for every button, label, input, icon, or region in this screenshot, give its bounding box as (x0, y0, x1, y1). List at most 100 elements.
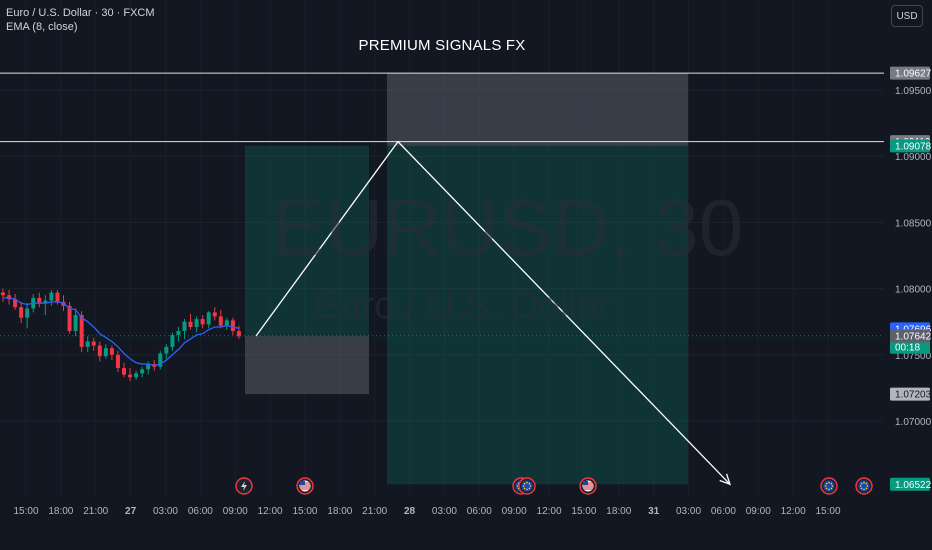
us-flag-canton (300, 481, 305, 485)
candle[interactable] (140, 369, 145, 374)
candle[interactable] (91, 341, 96, 346)
eu-flag-star (866, 485, 869, 487)
candle[interactable] (236, 330, 241, 337)
eu-flag-star (825, 487, 828, 490)
price-label-text: 1.09627 (895, 69, 932, 80)
price-label (890, 477, 930, 491)
candle[interactable] (218, 316, 223, 326)
eu-flag-star (863, 481, 865, 484)
x-tick-label: 21:00 (83, 506, 108, 517)
x-tick-label: 31 (648, 506, 660, 517)
candle[interactable] (109, 348, 114, 355)
eu-flag-star (528, 482, 531, 485)
x-tick-label: 15:00 (13, 506, 38, 517)
price-label-text: 1.09078 (895, 141, 932, 152)
projection-path[interactable] (255, 140, 731, 485)
x-tick-label: 06:00 (711, 506, 736, 517)
price-label (890, 387, 930, 401)
us-flag-canton (583, 481, 588, 485)
ema-line[interactable] (3, 297, 240, 367)
candle[interactable] (97, 345, 102, 357)
y-tick-label: 1.07500 (895, 351, 932, 362)
currency-button[interactable]: USD (891, 5, 923, 27)
candle[interactable] (194, 319, 199, 327)
eu-flag-star (523, 487, 526, 490)
long-position-stop-zone[interactable] (245, 335, 369, 395)
x-tick-label: 09:00 (502, 506, 527, 517)
x-tick-label: 18:00 (327, 506, 352, 517)
price-label (890, 66, 930, 80)
eu-flag-star (529, 485, 532, 487)
candle[interactable] (19, 307, 24, 318)
arrow-head (719, 473, 732, 486)
candle[interactable] (13, 299, 18, 308)
eu-flag-star (526, 481, 528, 484)
y-tick-label: 1.08000 (895, 285, 932, 296)
x-tick-label: 18:00 (48, 506, 73, 517)
candle[interactable] (134, 373, 139, 378)
x-tick-label: 15:00 (815, 506, 840, 517)
candle[interactable] (206, 312, 211, 325)
eu-flag-star (831, 485, 834, 487)
price-label-text: 1.07203 (895, 390, 932, 401)
candle[interactable] (85, 341, 90, 347)
candle[interactable] (115, 354, 120, 369)
price-label-text: 1.07642 (895, 331, 932, 342)
x-tick-label: 03:00 (432, 506, 457, 517)
chart-title: PREMIUM SIGNALS FX (358, 37, 526, 54)
candle[interactable] (182, 321, 187, 331)
candle[interactable] (67, 305, 72, 331)
candle[interactable] (212, 312, 217, 317)
eu-flag-star (528, 487, 531, 490)
legend-indicator[interactable]: EMA (8, close) (6, 21, 78, 33)
x-tick-label: 12:00 (258, 506, 283, 517)
eu-flag-star (824, 485, 827, 487)
candle[interactable] (25, 308, 30, 318)
x-tick-label: 15:00 (571, 506, 596, 517)
candle[interactable] (164, 346, 169, 354)
candle[interactable] (224, 320, 229, 326)
candle[interactable] (43, 300, 48, 304)
long-position-profit-zone[interactable] (245, 145, 369, 336)
eu-flag-star (828, 488, 830, 491)
candle[interactable] (73, 315, 78, 331)
eu-flag-star (522, 485, 525, 487)
short-position-profit-zone[interactable] (387, 145, 688, 485)
candle[interactable] (79, 315, 84, 347)
candle[interactable] (55, 292, 60, 302)
eu-flag-star (830, 482, 833, 485)
candle[interactable] (200, 319, 205, 325)
x-tick-label: 09:00 (746, 506, 771, 517)
x-tick-label: 12:00 (781, 506, 806, 517)
x-tick-label: 27 (125, 506, 137, 517)
x-tick-label: 15:00 (292, 506, 317, 517)
candle[interactable] (188, 321, 193, 327)
candle[interactable] (230, 320, 235, 331)
candle[interactable] (176, 330, 181, 335)
lightning-glyph (241, 481, 247, 491)
x-tick-label: 03:00 (676, 506, 701, 517)
candle[interactable] (122, 368, 126, 375)
x-tick-label: 21:00 (362, 506, 387, 517)
candle[interactable] (146, 364, 151, 370)
price-label-text: 1.06522 (895, 480, 932, 491)
price-label-countdown: 00:18 (895, 343, 920, 354)
candle[interactable] (170, 334, 175, 347)
eu-flag-star (859, 485, 862, 487)
candle[interactable] (49, 292, 54, 301)
legend-symbol[interactable]: Euro / U.S. Dollar · 30 · FXCM (6, 7, 155, 19)
candle[interactable] (128, 374, 133, 378)
price-label (890, 329, 930, 343)
eu-flag-star (526, 488, 528, 491)
candle[interactable] (37, 297, 42, 304)
short-position-stop-zone[interactable] (387, 73, 688, 146)
candle[interactable] (1, 292, 5, 296)
x-tick-label: 03:00 (153, 506, 178, 517)
candle[interactable] (103, 348, 108, 357)
x-tick-label: 28 (404, 506, 416, 517)
candle[interactable] (7, 295, 12, 300)
y-tick-label: 1.08500 (895, 218, 932, 229)
candle[interactable] (158, 353, 163, 367)
